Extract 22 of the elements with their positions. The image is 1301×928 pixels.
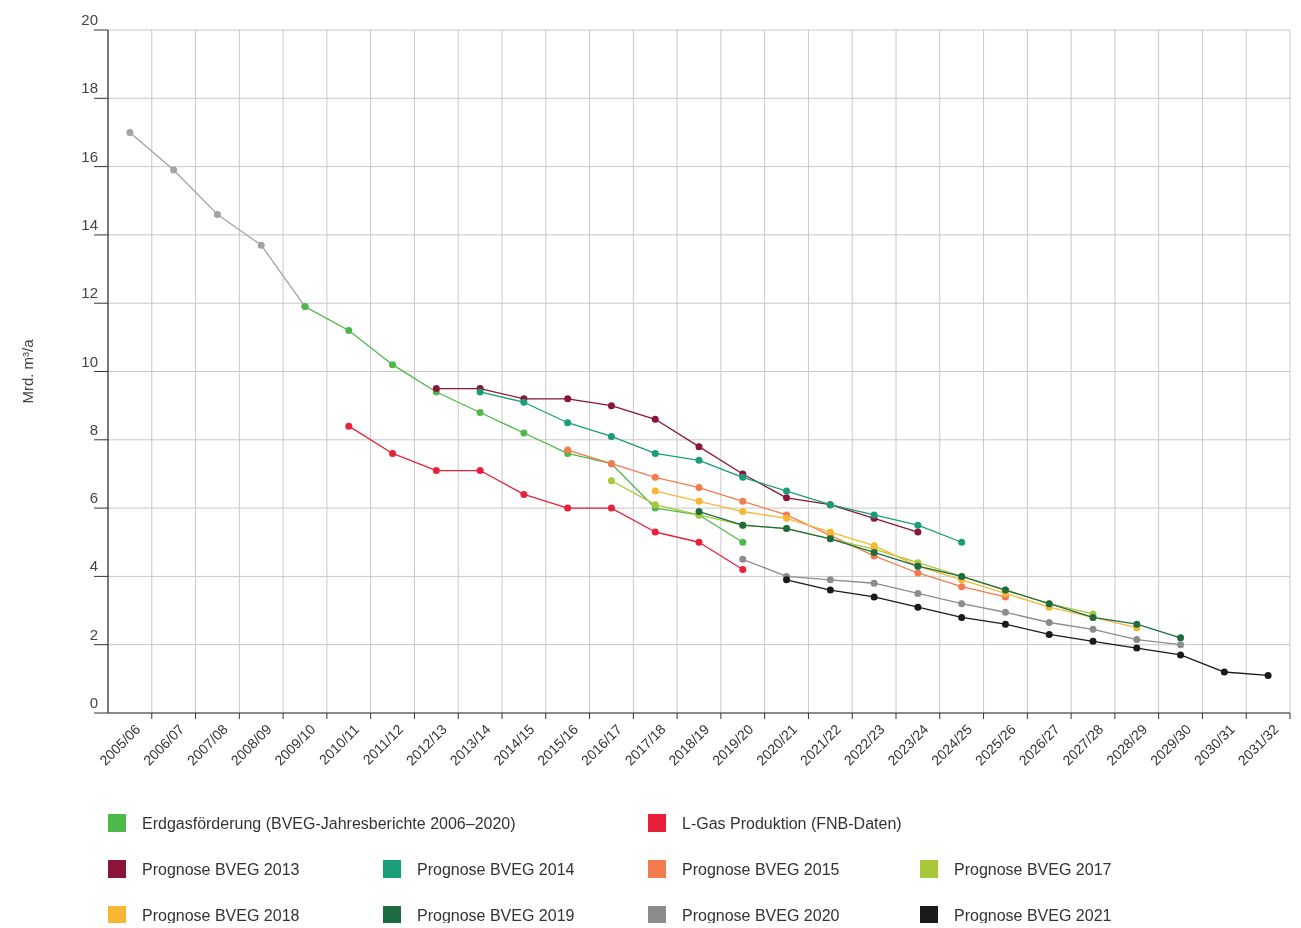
y-tick-label: 8 (89, 420, 98, 438)
y-tick-label: 4 (89, 557, 98, 575)
y-tick-label: 12 (81, 284, 98, 302)
legend-label: Prognose BVEG 2013 (142, 860, 300, 878)
legend-label: Prognose BVEG 2020 (682, 906, 840, 924)
y-tick-label: 16 (81, 147, 98, 165)
legend-label: Prognose BVEG 2019 (417, 906, 575, 924)
y-tick-label: 18 (81, 79, 98, 97)
legend-label: Prognose BVEG 2017 (954, 860, 1112, 878)
legend-label: Erdgasförderung (BVEG-Jahresberichte 2006–2020) (142, 814, 516, 832)
y-axis-title: Mrd. m³/a (19, 338, 36, 404)
y-tick-label: 6 (89, 489, 98, 507)
y-tick-label: 14 (81, 215, 98, 233)
legend-label: Prognose BVEG 2015 (682, 860, 840, 878)
legend-label: Prognose BVEG 2021 (954, 906, 1112, 924)
y-tick-label: 20 (81, 11, 98, 28)
legend-label: L-Gas Produktion (FNB-Daten) (682, 814, 902, 832)
y-tick-label: 10 (81, 352, 98, 370)
y-tick-label: 2 (89, 625, 98, 643)
y-tick-label: 0 (89, 694, 98, 711)
legend-label: Prognose BVEG 2014 (417, 860, 575, 878)
legend-label: Prognose BVEG 2018 (142, 906, 300, 924)
